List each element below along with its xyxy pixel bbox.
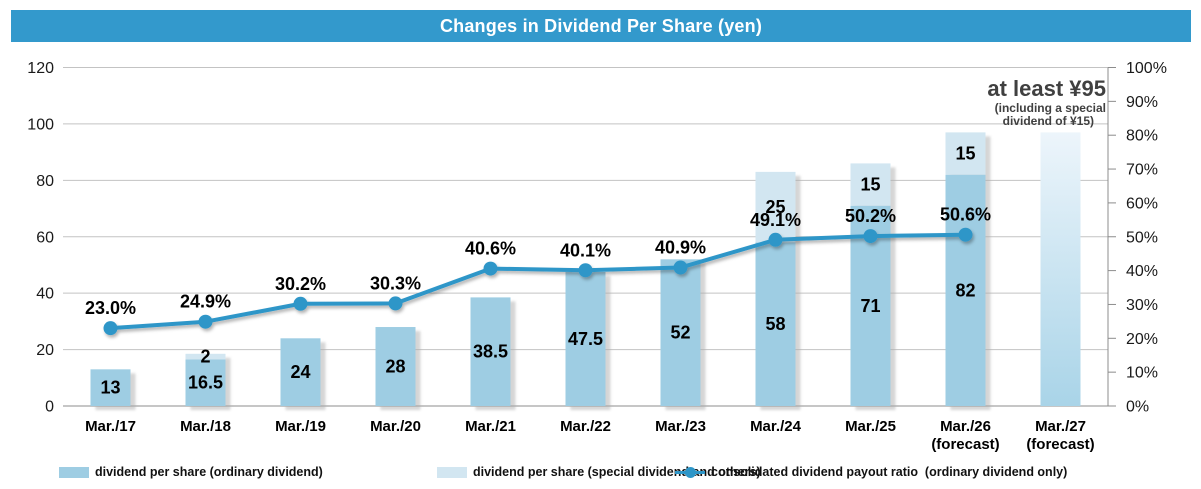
svg-text:80: 80 [36,173,54,190]
svg-text:40: 40 [36,286,54,303]
svg-text:Mar./26: Mar./26 [940,418,991,435]
svg-text:47.5: 47.5 [568,329,603,349]
svg-text:50.6%: 50.6% [940,205,991,225]
svg-text:15: 15 [955,144,975,164]
svg-text:28: 28 [385,357,405,377]
svg-text:Mar./19: Mar./19 [275,418,326,435]
svg-text:40%: 40% [1126,263,1158,280]
svg-text:16.5: 16.5 [188,373,223,393]
svg-text:24: 24 [290,362,310,382]
svg-text:40.6%: 40.6% [465,239,516,259]
chart-title: Changes in Dividend Per Share (yen) [439,15,763,36]
svg-text:38.5: 38.5 [473,342,508,362]
svg-text:60%: 60% [1126,195,1158,212]
svg-text:30.2%: 30.2% [275,274,326,294]
svg-text:20: 20 [36,342,54,359]
svg-text:2: 2 [200,347,210,367]
svg-text:25: 25 [765,197,785,217]
svg-text:50.2%: 50.2% [845,206,896,226]
svg-text:100%: 100% [1126,60,1167,77]
svg-text:40.1%: 40.1% [560,240,611,260]
svg-text:58: 58 [765,314,785,334]
svg-text:30%: 30% [1126,297,1158,314]
svg-text:(forecast): (forecast) [1026,436,1094,453]
svg-text:Mar./24: Mar./24 [750,418,802,435]
svg-text:82: 82 [955,280,975,300]
svg-text:90%: 90% [1126,94,1158,111]
svg-text:0%: 0% [1126,399,1149,416]
svg-text:at least ¥95: at least ¥95 [987,76,1106,101]
svg-text:15: 15 [860,175,880,195]
svg-text:20%: 20% [1126,331,1158,348]
svg-text:13: 13 [100,378,120,398]
svg-text:52: 52 [670,323,690,343]
svg-text:40.9%: 40.9% [655,238,706,258]
svg-text:Mar./27: Mar./27 [1035,418,1086,435]
svg-text:70%: 70% [1126,162,1158,179]
svg-text:49.1%: 49.1% [750,210,801,230]
svg-text:Mar./17: Mar./17 [85,418,136,435]
svg-text:30.3%: 30.3% [370,273,421,293]
svg-text:71: 71 [860,296,880,316]
title-bar: Changes in Dividend Per Share (yen) [11,10,1191,42]
svg-text:0: 0 [45,399,54,416]
svg-text:100: 100 [27,116,54,133]
svg-text:Mar./23: Mar./23 [655,418,706,435]
svg-text:(forecast): (forecast) [931,436,999,453]
svg-text:Mar./18: Mar./18 [180,418,231,435]
svg-text:80%: 80% [1126,128,1158,145]
svg-text:120: 120 [27,60,54,77]
svg-text:60: 60 [36,229,54,246]
svg-text:50%: 50% [1126,229,1158,246]
svg-text:24.9%: 24.9% [180,292,231,312]
svg-text:Mar./21: Mar./21 [465,418,516,435]
svg-text:Mar./25: Mar./25 [845,418,896,435]
svg-text:23.0%: 23.0% [85,298,136,318]
svg-text:Mar./22: Mar./22 [560,418,611,435]
svg-text:10%: 10% [1126,365,1158,382]
svg-text:dividend of ¥15): dividend of ¥15) [1003,114,1094,128]
svg-text:(including a special: (including a special [995,101,1106,115]
svg-text:Mar./20: Mar./20 [370,418,421,435]
